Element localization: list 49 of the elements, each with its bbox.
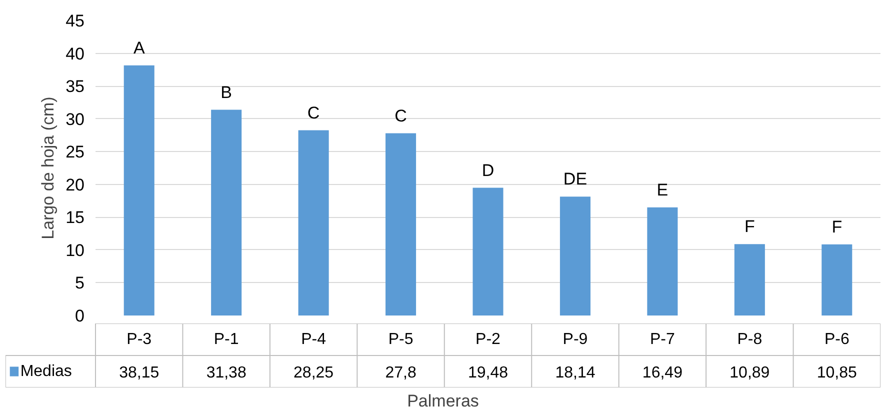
bar xyxy=(298,130,329,316)
bar xyxy=(472,188,504,316)
annotation: D xyxy=(482,160,494,180)
y-tick-label: 30 xyxy=(66,110,85,129)
y-axis-title: Largo de hoja (cm) xyxy=(38,96,58,240)
data-label: 27,8 xyxy=(385,364,416,382)
annotation: A xyxy=(133,38,146,58)
y-tick-label: 35 xyxy=(66,77,85,96)
x-tick-label: P-8 xyxy=(737,331,762,348)
y-tick-label: 20 xyxy=(66,175,85,194)
bar xyxy=(734,244,765,316)
y-tick-label: 10 xyxy=(66,240,85,260)
bar xyxy=(647,207,678,316)
x-tick-label: P-7 xyxy=(650,331,675,348)
x-tick-label: P-5 xyxy=(388,331,414,348)
data-label: 28,25 xyxy=(294,364,334,382)
data-label: 19,48 xyxy=(468,364,508,382)
legend-label: Medias xyxy=(20,363,72,380)
y-tick-label: 40 xyxy=(66,44,85,64)
annotation: C xyxy=(307,103,320,122)
x-tick-label: P-1 xyxy=(214,331,239,348)
x-tick-label: P-3 xyxy=(126,331,152,348)
data-label: 10,89 xyxy=(730,364,770,382)
x-tick-label: P-6 xyxy=(824,331,850,348)
x-axis-title: Palmeras xyxy=(407,392,479,409)
y-tick-label: 15 xyxy=(66,208,85,228)
data-label: 38,15 xyxy=(119,364,160,382)
y-tick-label: 5 xyxy=(75,274,85,293)
annotation: B xyxy=(220,82,232,102)
bar xyxy=(386,133,416,316)
bar xyxy=(822,244,852,316)
bar xyxy=(124,65,154,316)
data-label: 10,85 xyxy=(816,364,858,382)
bar xyxy=(560,196,590,316)
annotation: C xyxy=(394,106,407,126)
bar xyxy=(211,110,242,316)
annotation: F xyxy=(832,217,842,236)
x-tick-label: P-4 xyxy=(301,331,326,348)
data-label: 18,14 xyxy=(555,364,596,382)
y-tick-label: 25 xyxy=(66,142,85,162)
x-tick-label: P-2 xyxy=(476,331,501,348)
annotation: E xyxy=(656,180,668,200)
y-tick-label: 45 xyxy=(66,12,85,30)
data-label: 31,38 xyxy=(206,364,246,382)
annotation: DE xyxy=(563,170,588,189)
x-tick-label: P-9 xyxy=(562,331,588,348)
annotation: F xyxy=(744,217,755,236)
y-tick-label: 0 xyxy=(75,306,85,326)
data-label: 16,49 xyxy=(642,364,683,382)
